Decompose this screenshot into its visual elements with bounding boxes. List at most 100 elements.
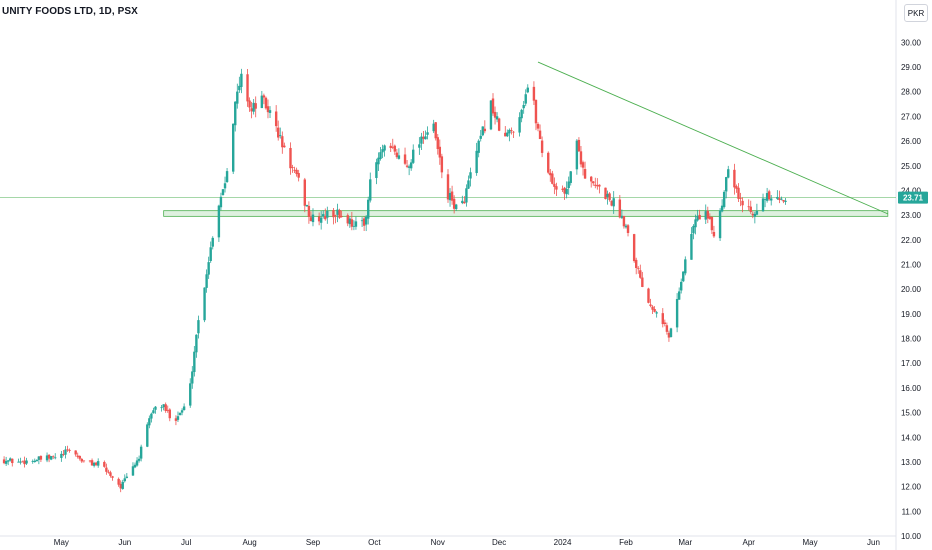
- candle-body: [561, 188, 564, 190]
- candle-body: [383, 145, 386, 151]
- candle-body: [279, 135, 282, 136]
- candle-body: [90, 460, 94, 466]
- candle-body: [520, 109, 523, 119]
- candle-body: [121, 481, 124, 489]
- candle-body: [393, 145, 397, 152]
- candle-body: [166, 410, 169, 411]
- candle-body: [223, 183, 227, 189]
- candle-body: [508, 129, 511, 134]
- candle-body: [506, 132, 509, 137]
- chart-title: UNITY FOODS LTD, 1D, PSX: [2, 6, 138, 17]
- candle-body: [409, 162, 413, 169]
- candle-body: [350, 219, 354, 227]
- candle-body: [217, 205, 221, 238]
- candle-body: [47, 454, 51, 459]
- candle-body: [567, 181, 570, 188]
- y-tick-label: 20.00: [901, 285, 922, 294]
- x-tick-label: 2024: [554, 538, 572, 547]
- candle-body: [751, 213, 755, 216]
- currency-button[interactable]: PKR: [904, 4, 928, 22]
- candle-body: [579, 151, 583, 165]
- candle-body: [461, 200, 464, 204]
- candle-body: [426, 132, 429, 135]
- candle-body: [68, 449, 71, 451]
- candle-body: [581, 162, 585, 168]
- candle-body: [563, 187, 566, 194]
- candle-body: [319, 217, 323, 223]
- y-tick-label: 13.00: [901, 458, 922, 467]
- candle-body: [379, 152, 382, 159]
- y-tick-label: 10.00: [901, 532, 922, 541]
- candle-body: [274, 111, 278, 127]
- candle-body: [234, 101, 237, 126]
- candle-body: [109, 472, 112, 476]
- candle-body: [348, 218, 352, 225]
- candle-body: [680, 281, 683, 291]
- candle-body: [405, 165, 409, 167]
- y-tick-label: 11.00: [902, 507, 922, 516]
- y-tick-label: 26.00: [901, 137, 922, 146]
- candle-body: [424, 136, 427, 140]
- candle-body: [137, 458, 141, 461]
- candle-body: [103, 461, 106, 467]
- y-tick-label: 14.00: [901, 433, 922, 442]
- x-tick-label: Mar: [678, 538, 692, 547]
- candle-body: [536, 123, 540, 129]
- candle-body: [33, 460, 36, 463]
- candle-body: [412, 149, 415, 163]
- candle-body: [336, 209, 339, 215]
- candle-body: [49, 456, 53, 460]
- candle-body: [577, 139, 581, 152]
- candle-body: [446, 174, 450, 200]
- x-tick-label: Jul: [181, 538, 191, 547]
- candle-body: [538, 130, 542, 140]
- candle-body: [303, 179, 307, 206]
- candle-body: [661, 313, 664, 325]
- candle-body: [450, 191, 454, 201]
- candle-body: [164, 404, 167, 411]
- candle-body: [66, 449, 69, 451]
- candle-body: [135, 460, 139, 466]
- candle-body: [203, 287, 206, 321]
- candle-body: [551, 173, 554, 184]
- candle-body: [540, 140, 544, 153]
- candle-body: [2, 459, 6, 464]
- candle-body: [606, 193, 609, 197]
- candle-body: [369, 179, 372, 201]
- candle-body: [694, 219, 697, 228]
- candle-body: [534, 99, 538, 124]
- candle-body: [180, 410, 184, 413]
- candle-body: [647, 288, 650, 303]
- candle-body: [375, 162, 378, 178]
- candle-body: [553, 183, 556, 187]
- candle-body: [624, 225, 628, 228]
- candle-body: [763, 199, 767, 200]
- y-tick-label: 29.00: [901, 63, 922, 72]
- candle-body: [510, 130, 513, 131]
- y-tick-label: 22.00: [901, 236, 922, 245]
- candle-body: [238, 85, 241, 91]
- candle-body: [708, 216, 712, 219]
- candle-body: [377, 157, 380, 165]
- candle-body: [146, 424, 149, 447]
- candle-body: [497, 118, 501, 131]
- candle-body: [589, 176, 593, 182]
- x-tick-label: Sep: [306, 538, 321, 547]
- candle-body: [205, 274, 208, 288]
- candle-body: [21, 461, 24, 463]
- candle-body: [669, 328, 673, 337]
- candle-body: [305, 204, 309, 207]
- candle-body: [665, 325, 669, 332]
- candle-body: [575, 140, 579, 170]
- candle-body: [232, 123, 235, 172]
- candle-body: [352, 225, 356, 227]
- x-tick-label: Jun: [867, 538, 880, 547]
- candle-body: [682, 271, 685, 282]
- candle-body: [362, 218, 366, 226]
- candle-body: [381, 149, 384, 153]
- candle-body: [504, 132, 507, 137]
- candle-body: [594, 184, 597, 186]
- candle-body: [92, 462, 96, 466]
